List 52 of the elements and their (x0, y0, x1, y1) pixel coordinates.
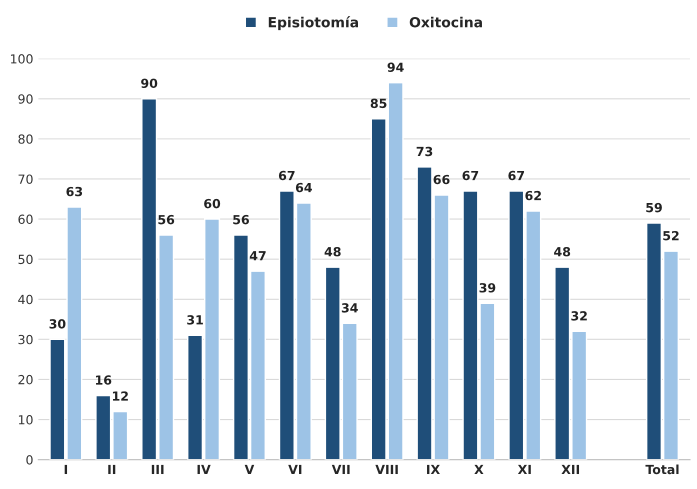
data-label: 67 (462, 170, 478, 180)
x-tick-label: III (152, 464, 164, 474)
data-label: 32 (571, 311, 587, 321)
x-tick-label: V (244, 464, 254, 474)
data-label: 52 (663, 230, 679, 240)
data-label: 56 (233, 214, 249, 224)
data-label: 34 (342, 303, 358, 313)
y-tick-label: 80 (18, 134, 33, 144)
data-label: 31 (187, 315, 203, 325)
data-label: 60 (204, 198, 220, 208)
data-label: 90 (141, 78, 158, 88)
data-label: 66 (434, 174, 450, 184)
data-label: 48 (554, 246, 570, 256)
x-tick-label: IX (427, 464, 440, 474)
x-tick-label: VIII (375, 464, 398, 474)
data-label: 67 (278, 170, 295, 180)
y-tick-label: 50 (18, 254, 33, 264)
data-label: 73 (416, 146, 432, 156)
y-tick-label: 100 (10, 54, 33, 64)
x-tick-label: X (474, 464, 484, 474)
y-tick-label: 10 (18, 415, 33, 424)
y-tick-label: 30 (18, 334, 33, 344)
x-tick-label: XII (561, 464, 580, 474)
y-tick-label: 90 (18, 94, 33, 104)
y-tick-label: 60 (18, 214, 33, 224)
y-tick-label: 20 (18, 374, 33, 384)
data-label: 64 (296, 182, 312, 192)
x-tick-label: VII (332, 464, 350, 474)
data-label: 94 (388, 62, 404, 72)
y-tick-label: 70 (18, 174, 33, 184)
legend-label: Oxitocina (410, 16, 482, 28)
x-tick-label: IV (198, 464, 211, 474)
data-label: 59 (646, 202, 662, 212)
data-label: 85 (370, 98, 386, 108)
data-label: 16 (96, 375, 112, 385)
y-tick-label: 40 (18, 294, 33, 304)
data-label: 62 (525, 190, 541, 200)
legend-label: Episiotomía (268, 16, 358, 30)
data-label: 63 (66, 186, 82, 196)
x-tick-label: XI (518, 464, 531, 474)
x-tick-label: VI (288, 464, 302, 474)
data-label: 30 (50, 319, 66, 329)
data-label: 48 (324, 246, 341, 256)
data-label: 67 (508, 170, 524, 180)
y-tick-label: 0 (26, 455, 33, 465)
data-label: 56 (158, 214, 174, 224)
data-label: 47 (250, 251, 266, 260)
x-tick-label: Total (645, 464, 679, 474)
data-label: 12 (112, 391, 128, 401)
x-tick-label: I (64, 464, 68, 474)
data-label: 39 (480, 283, 496, 293)
x-tick-label: II (108, 464, 116, 474)
